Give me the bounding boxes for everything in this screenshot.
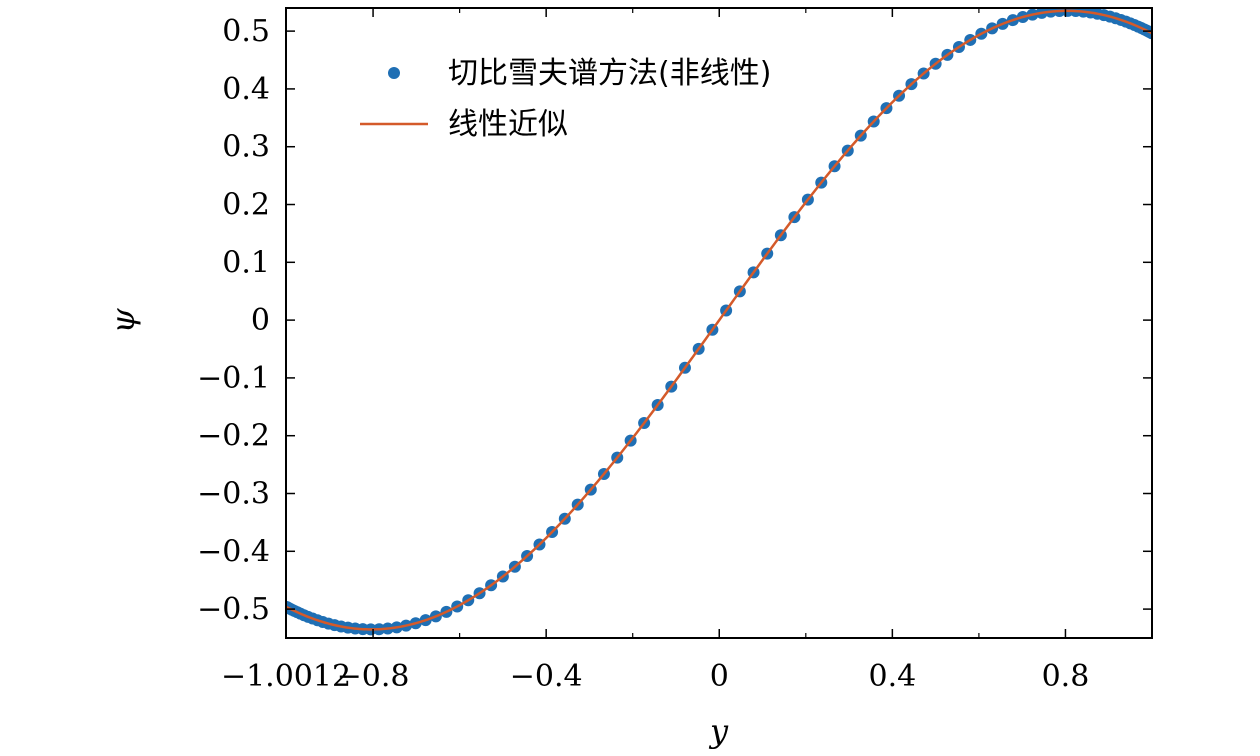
y-tick-label: −0.3 bbox=[197, 477, 270, 512]
plot-frame bbox=[285, 7, 1153, 639]
y-tick-labels: 0.5 0.4 0.3 0.2 0.1 0 −0.1 −0.2 −0.3 −0.4 −0.5 bbox=[197, 14, 270, 627]
x-tick-label: −0.8 bbox=[337, 659, 410, 694]
x-tick-label: 0 bbox=[710, 659, 729, 694]
y-tick-label: 0.2 bbox=[222, 188, 270, 223]
x-tick-label: 0.4 bbox=[868, 659, 916, 694]
legend-label-chebyshev: 切比雪夫谱方法(非线性) bbox=[448, 56, 771, 91]
linear-approximation-line bbox=[286, 9, 1152, 631]
x-tick-labels: −1.0012−0.8 −0.4 0 0.4 0.8 bbox=[221, 659, 1089, 694]
legend: 切比雪夫谱方法(非线性) 线性近似 bbox=[360, 56, 771, 142]
y-tick-label: −0.5 bbox=[197, 592, 270, 627]
legend-label-linear: 线性近似 bbox=[448, 107, 568, 142]
y-tick-label: 0.5 bbox=[222, 14, 270, 49]
y-tick-label: 0 bbox=[251, 303, 270, 338]
y-tick-label: −0.4 bbox=[197, 534, 270, 569]
legend-scatter-marker bbox=[388, 67, 400, 79]
y-tick-label: 0.3 bbox=[222, 130, 270, 165]
y-tick-label: 0.1 bbox=[222, 245, 270, 280]
y-tick-label: 0.4 bbox=[222, 72, 270, 107]
y-tick-label: −0.2 bbox=[197, 419, 270, 454]
axis-ticks bbox=[285, 8, 1152, 638]
x-tick-label: −0.4 bbox=[510, 659, 583, 694]
x-tick-label: −1.0012 bbox=[221, 659, 351, 694]
plot-area bbox=[285, 7, 1153, 639]
y-tick-label: −0.1 bbox=[197, 361, 270, 396]
x-axis-label: y bbox=[708, 712, 729, 750]
y-axis-label: ψ bbox=[104, 308, 142, 334]
x-tick-label: 0.8 bbox=[1042, 659, 1090, 694]
